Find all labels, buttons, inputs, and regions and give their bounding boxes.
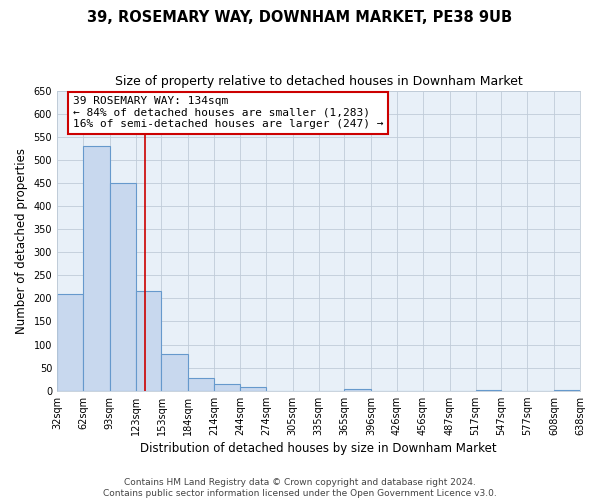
Text: Contains HM Land Registry data © Crown copyright and database right 2024.
Contai: Contains HM Land Registry data © Crown c… bbox=[103, 478, 497, 498]
Bar bbox=[136, 292, 161, 390]
Title: Size of property relative to detached houses in Downham Market: Size of property relative to detached ho… bbox=[115, 75, 523, 88]
X-axis label: Distribution of detached houses by size in Downham Market: Distribution of detached houses by size … bbox=[140, 442, 497, 455]
Y-axis label: Number of detached properties: Number of detached properties bbox=[15, 148, 28, 334]
Bar bbox=[57, 294, 83, 390]
Bar bbox=[83, 146, 110, 390]
Bar bbox=[240, 387, 266, 390]
Text: 39 ROSEMARY WAY: 134sqm
← 84% of detached houses are smaller (1,283)
16% of semi: 39 ROSEMARY WAY: 134sqm ← 84% of detache… bbox=[73, 96, 383, 130]
Text: 39, ROSEMARY WAY, DOWNHAM MARKET, PE38 9UB: 39, ROSEMARY WAY, DOWNHAM MARKET, PE38 9… bbox=[88, 10, 512, 25]
Bar bbox=[110, 183, 136, 390]
Bar bbox=[214, 384, 240, 390]
Bar bbox=[161, 354, 188, 391]
Bar bbox=[188, 378, 214, 390]
